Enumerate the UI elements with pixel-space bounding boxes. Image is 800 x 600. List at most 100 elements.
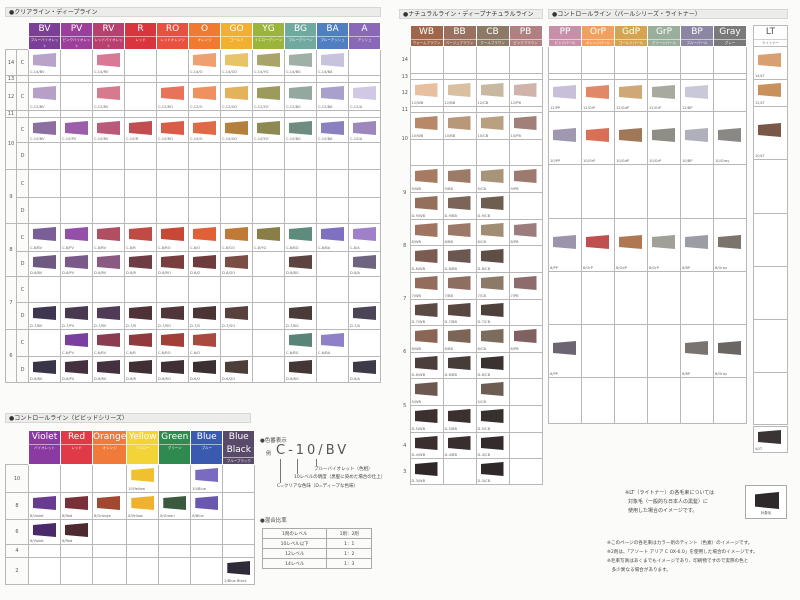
hair-swatch[interactable] [195, 496, 219, 510]
hair-swatch[interactable] [289, 255, 312, 269]
hair-swatch[interactable] [289, 121, 312, 135]
hair-swatch[interactable] [129, 360, 152, 374]
hair-swatch[interactable] [163, 496, 187, 510]
hair-swatch[interactable] [480, 329, 504, 343]
hair-swatch[interactable] [193, 227, 216, 241]
hair-swatch[interactable] [225, 53, 248, 67]
hair-swatch[interactable] [513, 83, 537, 97]
hair-swatch[interactable] [619, 85, 642, 99]
hair-swatch[interactable] [97, 306, 120, 320]
hair-swatch[interactable] [193, 121, 216, 135]
hair-swatch[interactable] [447, 303, 471, 317]
hair-swatch[interactable] [447, 83, 471, 97]
hair-swatch[interactable] [321, 333, 344, 347]
hair-swatch[interactable] [480, 196, 504, 210]
hair-swatch[interactable] [33, 53, 56, 67]
hair-swatch[interactable] [193, 360, 216, 374]
hair-swatch[interactable] [414, 303, 438, 317]
hair-swatch[interactable] [225, 227, 248, 241]
hair-swatch[interactable] [97, 360, 120, 374]
hair-swatch[interactable] [257, 86, 280, 100]
hair-swatch[interactable] [225, 86, 248, 100]
hair-swatch[interactable] [353, 306, 376, 320]
hair-swatch[interactable] [652, 85, 675, 99]
hair-swatch[interactable] [193, 255, 216, 269]
hair-swatch[interactable] [161, 333, 184, 347]
hair-swatch[interactable] [513, 223, 537, 237]
hair-swatch[interactable] [97, 496, 120, 510]
hair-swatch[interactable] [289, 227, 312, 241]
hair-swatch[interactable] [227, 561, 251, 575]
hair-swatch[interactable] [414, 196, 438, 210]
hair-swatch[interactable] [586, 85, 609, 99]
hair-swatch[interactable] [131, 468, 155, 482]
hair-swatch[interactable] [553, 128, 576, 142]
hair-swatch[interactable] [414, 329, 438, 343]
hair-swatch[interactable] [480, 223, 504, 237]
hair-swatch[interactable] [414, 462, 438, 476]
hair-swatch[interactable] [414, 276, 438, 290]
hair-swatch[interactable] [65, 360, 88, 374]
hair-swatch[interactable] [414, 382, 438, 396]
hair-swatch[interactable] [161, 306, 184, 320]
hair-swatch[interactable] [718, 235, 741, 249]
hair-swatch[interactable] [257, 227, 280, 241]
hair-swatch[interactable] [447, 409, 471, 423]
hair-swatch[interactable] [414, 356, 438, 370]
hair-swatch[interactable] [513, 116, 537, 130]
hair-swatch[interactable] [289, 86, 312, 100]
hair-swatch[interactable] [65, 523, 88, 537]
hair-swatch[interactable] [414, 223, 438, 237]
hair-swatch[interactable] [321, 121, 344, 135]
hair-swatch[interactable] [685, 341, 708, 355]
hair-swatch[interactable] [480, 116, 504, 130]
hair-swatch[interactable] [321, 227, 344, 241]
hair-swatch[interactable] [414, 169, 438, 183]
hair-swatch[interactable] [65, 496, 88, 510]
hair-swatch[interactable] [193, 333, 216, 347]
hair-swatch[interactable] [97, 86, 120, 100]
hair-swatch[interactable] [33, 86, 56, 100]
hair-swatch[interactable] [97, 255, 120, 269]
hair-swatch[interactable] [480, 303, 504, 317]
hair-swatch[interactable] [586, 128, 609, 142]
hair-swatch[interactable] [193, 306, 216, 320]
hair-swatch[interactable] [414, 409, 438, 423]
hair-swatch[interactable] [480, 169, 504, 183]
hair-swatch[interactable] [447, 356, 471, 370]
hair-swatch[interactable] [718, 341, 741, 355]
hair-swatch[interactable] [480, 462, 504, 476]
hair-swatch[interactable] [353, 121, 376, 135]
hair-swatch[interactable] [65, 121, 88, 135]
hair-swatch[interactable] [447, 436, 471, 450]
hair-swatch[interactable] [447, 169, 471, 183]
hair-swatch[interactable] [193, 53, 216, 67]
hair-swatch[interactable] [97, 121, 120, 135]
hair-swatch[interactable] [97, 333, 120, 347]
hair-swatch[interactable] [225, 255, 248, 269]
hair-swatch[interactable] [97, 227, 120, 241]
hair-swatch[interactable] [553, 85, 576, 99]
hair-swatch[interactable] [257, 53, 280, 67]
hair-swatch[interactable] [225, 306, 248, 320]
hair-swatch[interactable] [652, 128, 675, 142]
hair-swatch[interactable] [553, 235, 576, 249]
hair-swatch[interactable] [414, 83, 438, 97]
hair-swatch[interactable] [447, 223, 471, 237]
hair-swatch[interactable] [480, 83, 504, 97]
hair-swatch[interactable] [33, 496, 56, 510]
hair-swatch[interactable] [447, 276, 471, 290]
hair-swatch[interactable] [33, 227, 56, 241]
hair-swatch[interactable] [353, 227, 376, 241]
hair-swatch[interactable] [353, 360, 376, 374]
hair-swatch[interactable] [225, 121, 248, 135]
hair-swatch[interactable] [513, 169, 537, 183]
hair-swatch[interactable] [758, 430, 781, 444]
hair-swatch[interactable] [414, 116, 438, 130]
hair-swatch[interactable] [289, 360, 312, 374]
hair-swatch[interactable] [353, 255, 376, 269]
hair-swatch[interactable] [480, 356, 504, 370]
hair-swatch[interactable] [480, 276, 504, 290]
hair-swatch[interactable] [33, 255, 56, 269]
hair-swatch[interactable] [480, 382, 504, 396]
